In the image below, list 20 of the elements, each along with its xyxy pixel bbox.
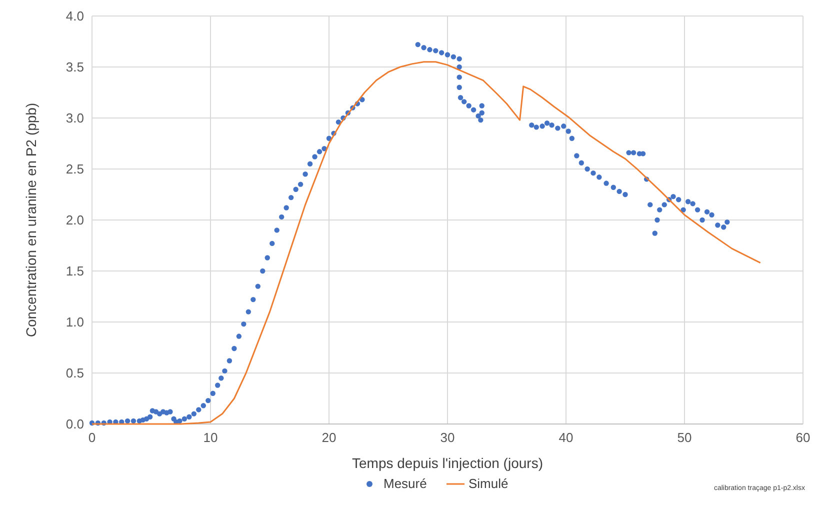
x-tick-label: 60 bbox=[796, 430, 810, 445]
y-tick-label: 1.0 bbox=[66, 314, 84, 330]
legend-label: Simulé bbox=[468, 476, 508, 491]
y-tick-label: 4.0 bbox=[66, 8, 84, 24]
x-tick-label: 10 bbox=[203, 430, 218, 445]
x-tick-label: 50 bbox=[677, 430, 692, 445]
x-axis-title: Temps depuis l'injection (jours) bbox=[352, 455, 543, 471]
y-tick-label: 2.5 bbox=[66, 162, 84, 176]
x-tick-label: 30 bbox=[440, 430, 455, 445]
x-tick-label: 0 bbox=[88, 430, 96, 445]
x-tick-label: 20 bbox=[322, 430, 336, 445]
y-tick-label: 1.5 bbox=[66, 264, 84, 278]
y-tick-label: 0.0 bbox=[66, 416, 84, 432]
x-tick-label: 40 bbox=[558, 430, 574, 445]
y-tick-label: 3.5 bbox=[66, 60, 84, 74]
y-axis-title: Concentration en uranine en P2 (ppb) bbox=[23, 102, 39, 338]
y-tick-label: 3.0 bbox=[66, 110, 84, 126]
legend-label: Mesuré bbox=[384, 476, 427, 491]
y-tick-label: 0.5 bbox=[66, 366, 84, 380]
y-tick-label: 2.0 bbox=[66, 212, 84, 228]
